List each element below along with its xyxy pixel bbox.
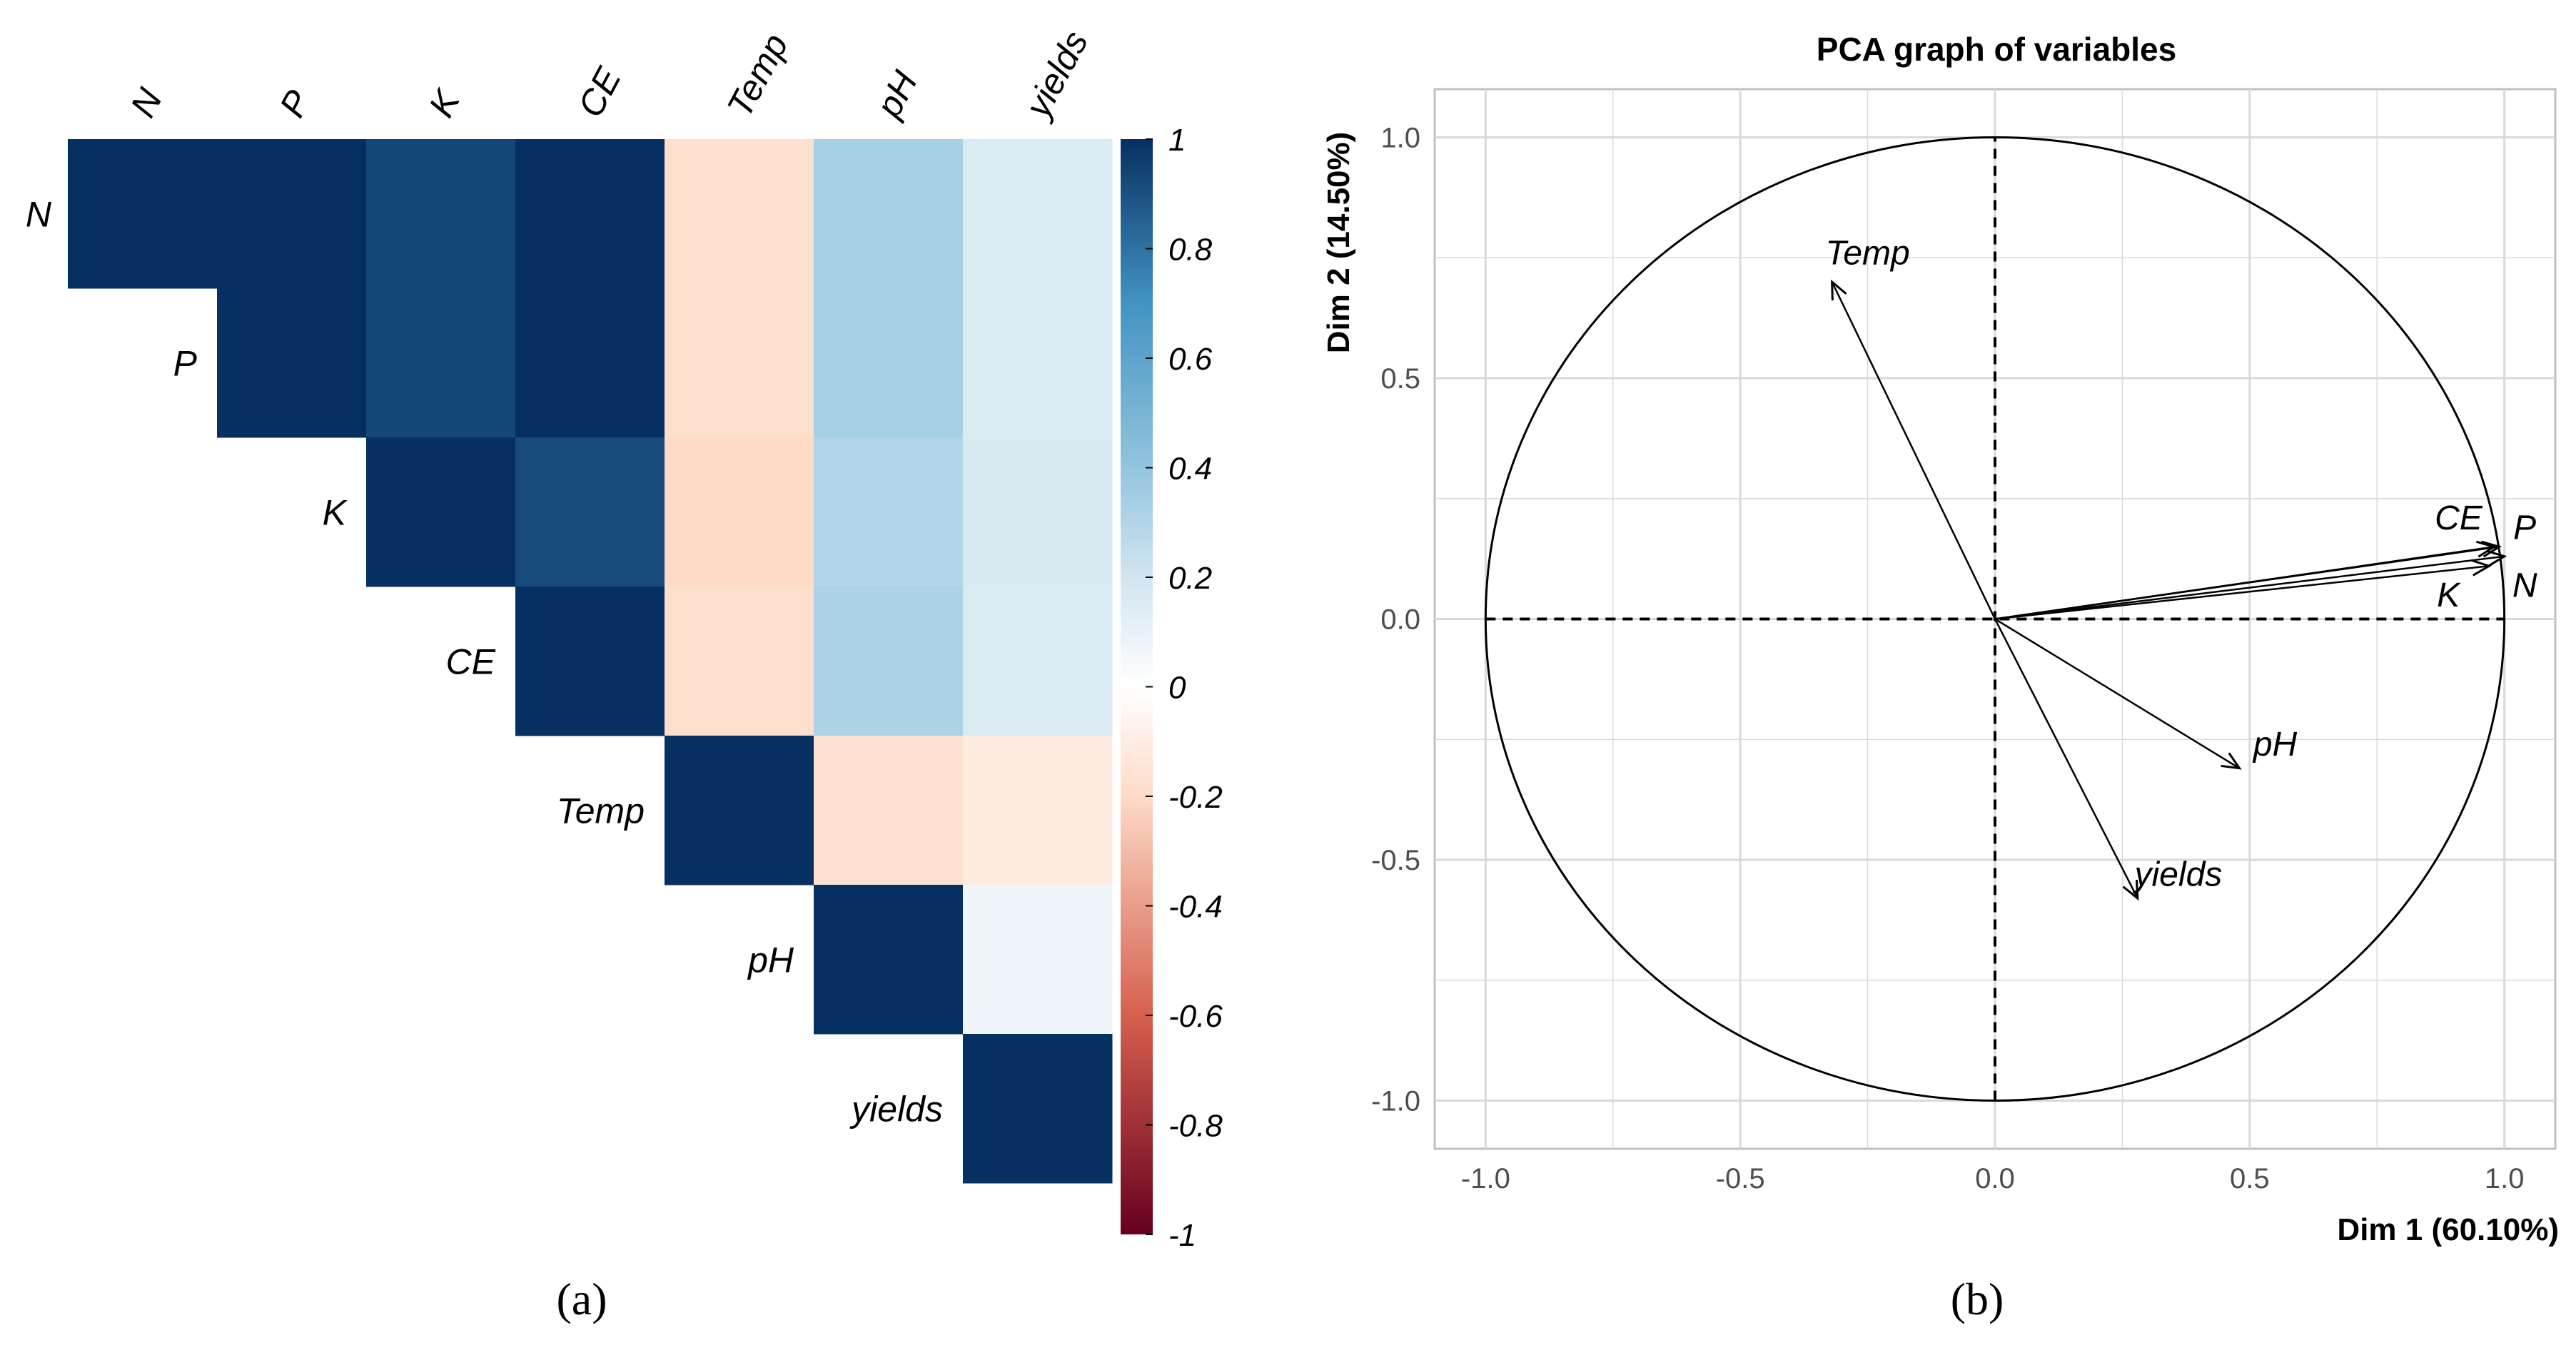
heatmap-cell-pH-pH [814, 885, 964, 1035]
heatmap-col-label-P: P [272, 83, 318, 123]
pca-vector-yields: yields [1994, 618, 2223, 901]
pca-vector-Temp: Temp [1825, 235, 1996, 620]
colorbar-tick-label: 0.4 [1168, 452, 1212, 487]
heatmap-cell-K-yields [963, 437, 1113, 587]
heatmap-cell-K-K [366, 437, 516, 587]
heatmap-col-label-K: K [421, 82, 468, 123]
pca-x-tick-label: -1.0 [1461, 1163, 1510, 1194]
colorbar-tick-label: -1 [1168, 1218, 1196, 1253]
heatmap-column-labels: N P K CE Temp pH yields [123, 24, 1096, 126]
heatmap-cell-N-K [366, 139, 516, 289]
pca-x-tick-label: 1.0 [2485, 1163, 2525, 1194]
colorbar-tick-label: 1 [1168, 123, 1186, 158]
colorbar-tick-label: -0.2 [1168, 780, 1223, 815]
heatmap-row-label-Temp: Temp [557, 791, 645, 831]
heatmap-row-label-CE: CE [446, 642, 496, 682]
pca-vector-label-K: K [2437, 577, 2461, 614]
pca-y-tick-label: -0.5 [1371, 845, 1420, 876]
heatmap-cell-N-pH [814, 139, 964, 289]
colorbar-tick-label: -0.4 [1168, 890, 1223, 925]
pca-x-tick-label: 0.5 [2230, 1163, 2270, 1194]
heatmap-cell-P-pH [814, 288, 964, 438]
pca-y-tick-label: 0.5 [1380, 363, 1420, 395]
heatmap-cell-yields-yields [963, 1034, 1113, 1184]
heatmap-cell-Temp-pH [814, 736, 964, 885]
panel-a-label: (a) [556, 1274, 607, 1324]
heatmap-row-label-K: K [323, 493, 348, 533]
colorbar-tick-label: 0.8 [1168, 233, 1213, 268]
heatmap-row-label-pH: pH [747, 940, 794, 980]
heatmap-cell-N-N [68, 139, 218, 289]
pca-plot: PCA graph of variables -1.0 -0.5 0.0 0.5 1.0… [1321, 31, 2559, 1324]
colorbar-tick-label: -0.8 [1168, 1109, 1223, 1144]
pca-tick-labels: -1.0 -0.5 0.0 0.5 1.0 -1.0 -0.5 0.0 0.5 1.0 [1371, 123, 2524, 1195]
heatmap-col-label-yields: yields [1016, 24, 1096, 126]
colorbar-tick-label: 0 [1168, 671, 1186, 706]
colorbar-tick-label: 0.6 [1168, 342, 1213, 377]
heatmap-cell-CE-pH [814, 587, 964, 736]
pca-vector-label-Temp: Temp [1825, 235, 1909, 273]
pca-vector-pH: pH [1994, 618, 2298, 770]
heatmap-cell-CE-yields [963, 587, 1113, 736]
heatmap-cell-K-CE [515, 437, 665, 587]
heatmap-cell-P-CE [515, 288, 665, 438]
heatmap-row-labels: N P K CE Temp pH yields [26, 195, 943, 1130]
pca-x-tick-label: 0.0 [1975, 1163, 2015, 1194]
heatmap-cell-N-P [217, 139, 367, 289]
colorbar: 1 0.8 0.6 0.4 0.2 0 -0.2 -0.4 -0.6 -0.8 -1 [1121, 123, 1223, 1253]
heatmap-cell-CE-Temp [665, 587, 814, 736]
heatmap-col-label-CE: CE [570, 61, 629, 123]
pca-vector-label-yields: yields [2133, 856, 2223, 893]
colorbar-tick-label: -0.6 [1168, 999, 1223, 1034]
pca-y-axis-label: Dim 2 (14.50%) [1321, 132, 1356, 354]
pca-x-tick-label: -0.5 [1716, 1163, 1765, 1194]
pca-title: PCA graph of variables [1817, 31, 2176, 68]
pca-vector-label-pH: pH [2252, 726, 2298, 763]
heatmap-row-label-P: P [173, 344, 198, 384]
pca-vector-label-CE: CE [2435, 499, 2483, 537]
heatmap-col-label-pH: pH [868, 64, 926, 125]
heatmap-col-label-Temp: Temp [719, 27, 796, 123]
heatmap-row-label-yields: yields [849, 1090, 943, 1130]
heatmap-cell-N-yields [963, 139, 1113, 289]
heatmap-cell-Temp-Temp [665, 736, 814, 885]
heatmap-cell-CE-CE [515, 587, 665, 736]
pca-y-tick-label: 0.0 [1380, 604, 1420, 636]
heatmap-cell-Temp-yields [963, 736, 1113, 885]
colorbar-ticks: 1 0.8 0.6 0.4 0.2 0 -0.2 -0.4 -0.6 -0.8 -1 [1146, 123, 1223, 1253]
pca-vector-label-P: P [2513, 509, 2536, 547]
pca-vectors: Temp CE PN KpH yields [1825, 235, 2537, 901]
correlation-heatmap: N P K CE Temp pH yields N P K CE Temp pH yields 1 0.8… [26, 24, 1223, 1324]
heatmap-cell-K-pH [814, 437, 964, 587]
heatmap-cell-K-Temp [665, 437, 814, 587]
colorbar-tick-label: 0.2 [1168, 561, 1212, 596]
heatmap-cell-pH-yields [963, 885, 1113, 1035]
pca-y-tick-label: 1.0 [1380, 123, 1420, 154]
heatmap-cell-N-CE [515, 139, 665, 289]
heatmap-row-label-N: N [26, 195, 52, 235]
pca-vector-label-N: N [2512, 567, 2537, 604]
heatmap-cell-P-Temp [665, 288, 814, 438]
pca-y-tick-label: -1.0 [1371, 1086, 1420, 1117]
pca-x-axis-label: Dim 1 (60.10%) [2337, 1212, 2559, 1247]
pca-vector-N: N [1994, 549, 2537, 620]
heatmap-cell-P-yields [963, 288, 1113, 438]
panel-b-label: (b) [1951, 1274, 2004, 1324]
heatmap-cell-N-Temp [665, 139, 814, 289]
heatmap-cell-P-K [366, 288, 516, 438]
heatmap-cells [68, 139, 1113, 1184]
heatmap-cell-P-P [217, 288, 367, 438]
heatmap-col-label-N: N [123, 81, 171, 123]
pca-vector-P: P [1994, 509, 2536, 620]
pca-vector-K: K [1994, 559, 2492, 620]
